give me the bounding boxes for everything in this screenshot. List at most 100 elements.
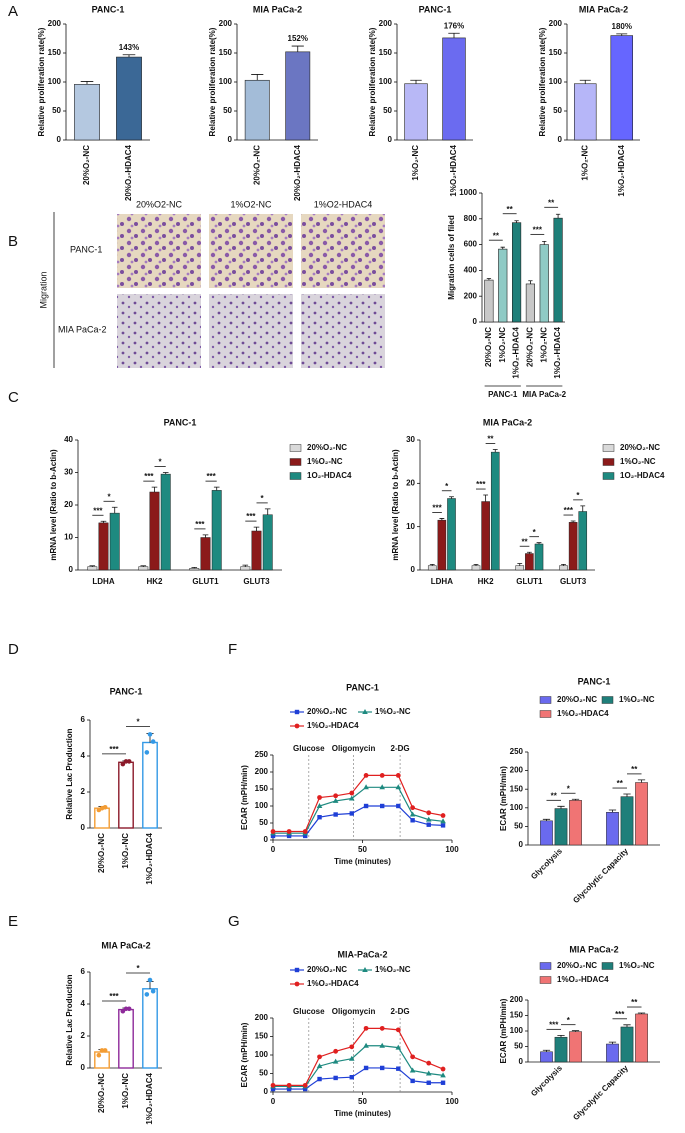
data-point	[120, 1008, 126, 1014]
y-tick-label: 250	[510, 747, 524, 756]
data-point	[150, 739, 156, 744]
legend-swatch	[289, 458, 302, 466]
data-point	[123, 759, 129, 764]
x-tick-label: GLUT1	[516, 577, 543, 586]
error-bar	[486, 278, 492, 281]
marker	[333, 812, 338, 817]
significance-label: *	[136, 964, 140, 973]
marker	[440, 1066, 446, 1072]
legend-label: 1%O₂-NC	[375, 707, 411, 716]
y-tick-label: 0	[388, 135, 393, 144]
bar	[620, 1026, 634, 1063]
significance-label: **	[493, 231, 500, 240]
legend-label: 20%O₂-NC	[620, 443, 660, 452]
bar	[211, 490, 222, 571]
marker	[410, 1078, 415, 1084]
y-tick-label: 0	[81, 823, 86, 832]
bar	[515, 565, 525, 571]
micrograph	[301, 294, 385, 368]
legend-marker	[294, 967, 300, 973]
y-tick-label: 100	[379, 77, 393, 86]
panel-label: G	[228, 913, 240, 930]
y-tick-label: 50	[259, 1069, 268, 1078]
x-tick-label: 1%O₂-NC	[498, 327, 507, 363]
y-tick-label: 2	[81, 787, 86, 796]
bar	[635, 1013, 648, 1063]
y-axis-label: ECAR (mPH/min)	[240, 765, 249, 830]
marker	[426, 1080, 431, 1085]
marker	[286, 1086, 292, 1092]
series-line	[273, 1067, 444, 1090]
legend-label: 1%O₂-NC	[307, 457, 343, 466]
error-bar	[608, 809, 617, 813]
x-tick-label: 100	[445, 1097, 459, 1106]
y-tick-label: 4	[81, 999, 86, 1008]
legend-swatch	[289, 444, 302, 452]
marker	[349, 811, 354, 816]
x-tick-label: 1%O₂-HDAC4	[617, 144, 626, 196]
significance-label: ***	[206, 472, 216, 481]
marker	[348, 795, 355, 801]
x-tick-label: 1%O₂-HDAC4	[512, 326, 521, 378]
marker	[395, 773, 401, 778]
marker	[410, 805, 416, 811]
error-bar	[483, 494, 489, 502]
y-tick-label: 0	[264, 835, 269, 844]
error-bar	[536, 542, 542, 544]
marker	[349, 1075, 354, 1080]
marker	[396, 803, 401, 809]
y-axis-label: ECAR (mPH/min)	[499, 766, 508, 831]
y-tick-label: 150	[48, 48, 62, 57]
x-tick-label: LDHA	[92, 577, 114, 586]
significance-label: ***	[109, 745, 119, 754]
event-label: Oligomycin	[332, 744, 376, 753]
marker	[379, 803, 385, 809]
x-tick-label: GLUT3	[560, 577, 587, 586]
x-tick-label: 1%O₂-NC	[539, 327, 548, 363]
error-bar	[291, 45, 304, 52]
bar	[189, 568, 200, 571]
y-tick-label: 0	[69, 565, 74, 574]
marker	[363, 773, 369, 778]
data-point	[123, 1006, 129, 1012]
error-bar	[557, 805, 565, 809]
marker	[440, 1080, 446, 1085]
error-bar	[264, 508, 271, 515]
x-tick-label: 20%O₂-HDAC4	[293, 144, 302, 201]
marker	[379, 784, 385, 790]
y-tick-label: 50	[259, 818, 268, 827]
legend-label: 1%O₂-NC	[619, 961, 655, 970]
bar	[244, 79, 270, 141]
significance-label: ***	[533, 225, 543, 234]
y-tick-label: 20	[406, 478, 415, 487]
error-bar	[623, 793, 631, 797]
error-bar	[500, 246, 505, 250]
bar	[149, 491, 160, 571]
x-axis-label: Time (minutes)	[334, 1109, 391, 1118]
legend-marker	[362, 967, 368, 972]
y-tick-label: 50	[553, 106, 562, 115]
y-axis-label: ECAR (mPH/min)	[499, 998, 508, 1063]
marker	[333, 1048, 339, 1054]
bar	[554, 808, 568, 846]
marker	[409, 811, 416, 817]
bar	[98, 522, 109, 571]
y-tick-label: 100	[255, 801, 269, 810]
y-tick-label: 0	[228, 135, 233, 144]
bar	[118, 1008, 134, 1069]
y-tick-label: 200	[549, 19, 563, 28]
legend-label: 1%O₂-HDAC4	[557, 709, 609, 718]
data-point	[102, 805, 108, 810]
significance-label: *	[108, 492, 112, 501]
event-label: Glucose	[293, 744, 325, 753]
series-line	[273, 805, 444, 837]
bar	[481, 501, 490, 571]
error-bar	[492, 449, 498, 453]
bar	[285, 51, 311, 141]
y-tick-label: 400	[464, 266, 478, 275]
y-tick-label: 150	[255, 1032, 269, 1041]
marker	[379, 773, 385, 778]
x-tick-label: Glycolysis	[529, 1063, 564, 1098]
marker	[379, 1025, 385, 1031]
y-tick-label: 100	[510, 1026, 524, 1035]
